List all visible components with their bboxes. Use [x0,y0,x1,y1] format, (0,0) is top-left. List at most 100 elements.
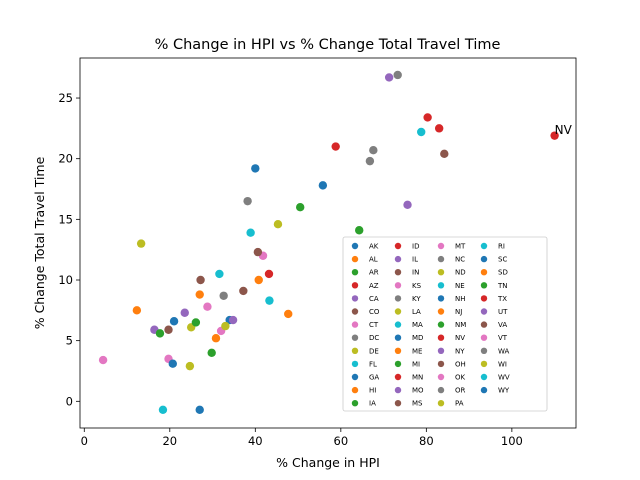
legend-label-id: ID [412,243,419,251]
data-points [98,70,559,415]
chart-title: % Change in HPI vs % Change Total Travel… [155,37,501,53]
legend-marker-ny [437,347,445,354]
legend-label-ak: AK [369,243,379,251]
y-tick-label: 20 [58,152,73,166]
data-point-wv [265,296,274,305]
legend-label-ar: AR [369,269,379,277]
data-point-in [164,325,173,334]
legend-marker-ia [351,400,359,407]
plot-frame [79,57,577,429]
data-point-az [331,142,340,151]
data-point-nc [369,145,378,155]
data-point-al [254,275,263,285]
data-point-ks [203,302,212,311]
legend-marker-wi [480,360,488,368]
data-point-md [169,317,179,326]
legend-label-tx: TX [497,295,507,303]
x-axis-label: % Change in HPI [276,455,380,470]
data-point-wi [273,219,283,229]
legend-marker-ks [394,282,402,289]
legend-marker-md [394,334,402,341]
annotation-label: NV [555,123,573,137]
legend-marker-ct [351,321,359,328]
legend-label-ks: KS [412,282,422,290]
data-point-ky [243,196,252,206]
x-tick-label: 100 [501,434,523,448]
x-axis-ticks: 0 20 40 60 80 100 [81,428,523,448]
data-point-nj [195,290,204,299]
legend-marker-ut [480,308,488,315]
legend-label-al: AL [369,256,378,264]
legend-label-ia: IA [369,400,376,408]
legend-marker-wv [480,373,488,381]
legend-marker-vt [480,334,488,341]
legend-marker-tn [480,282,488,289]
legend-marker-sd [480,269,488,276]
legend-marker-nv [437,334,445,341]
data-point-la [185,361,195,371]
legend-marker-co [351,308,359,315]
legend-label-nd: ND [455,269,466,277]
y-tick-label: 5 [66,334,73,348]
legend-label-mt: MT [455,243,466,251]
data-point-va [253,247,263,257]
legend-label-de: DE [369,347,379,355]
data-point-sc [318,181,328,190]
legend-marker-nh [437,295,445,302]
legend-marker-tx [480,295,488,302]
legend-label-oh: OH [455,360,466,368]
data-point-sd [211,334,221,343]
x-tick-label: 40 [248,434,263,448]
legend-marker-ak [351,242,359,250]
data-point-ma [246,228,255,237]
legend-label-wa: WA [498,347,510,355]
legend-marker-mt [437,242,445,250]
legend-marker-ne [437,282,445,289]
data-point-nm [155,329,165,338]
data-point-id [423,113,432,122]
legend-label-vt: VT [498,334,508,342]
data-point-vt [98,355,108,365]
data-point-tx [264,269,274,279]
legend-marker-la [394,308,402,315]
data-point-dc [393,70,402,80]
data-point-ms [239,286,248,296]
data-point-ca [384,73,394,82]
x-tick-label: 60 [334,434,349,448]
y-axis-label: % Change Total Travel Time [32,156,47,329]
legend-label-dc: DC [369,334,379,342]
legend-label-ny: NY [455,347,465,355]
legend-marker-ok [437,373,445,381]
data-point-nv [550,131,559,140]
legend-label-nj: NJ [455,308,462,316]
legend-marker-nj [437,308,445,315]
legend-frame [342,236,548,412]
legend-label-or: OR [455,387,466,395]
legend-label-sc: SC [498,256,507,264]
legend-marker-mn [394,373,402,381]
legend-label-in: IN [412,269,419,277]
legend-marker-sc [480,255,488,263]
x-tick-label: 0 [81,434,88,448]
legend-marker-or [437,386,445,394]
legend-marker-va [480,321,488,328]
legend-label-co: CO [369,308,380,316]
legend-label-ut: UT [498,308,508,316]
x-tick-label: 80 [419,434,434,448]
data-point-mo [403,200,412,209]
legend-marker-pa [437,400,445,407]
legend-label-nm: NM [455,321,466,329]
legend-marker-ms [394,400,402,407]
legend-label-ky: KY [412,295,421,303]
data-point-wa [219,291,228,300]
legend-label-tn: TN [497,282,508,290]
data-point-ny [180,308,189,317]
data-point-ia [355,226,364,235]
legend: AK AL AR AZ CA CO CT DC DE FL GA HI IA ID IL IN KS KY LA MA… [342,236,548,412]
legend-marker-dc [351,334,359,341]
legend-label-az: AZ [369,282,379,290]
legend-marker-mo [394,386,402,394]
data-point-ri [158,405,168,415]
data-point-or [365,156,375,166]
data-point-tn [191,318,201,327]
